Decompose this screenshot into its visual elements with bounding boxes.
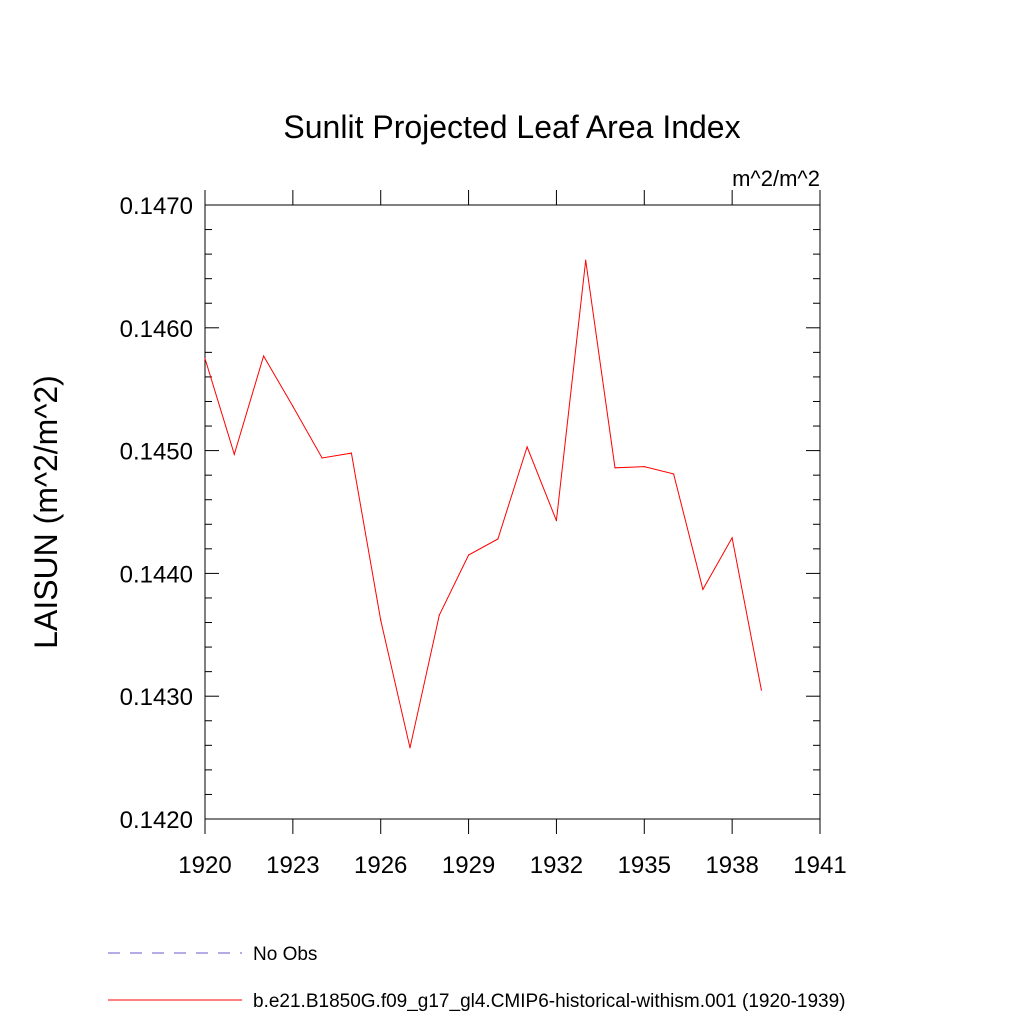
- legend: No Obs b.e21.B1850G.f09_g17_gl4.CMIP6-his…: [108, 944, 846, 1012]
- y-tick-label: 0.1440: [120, 561, 193, 588]
- data-point: [321, 457, 323, 459]
- data-point: [204, 357, 206, 360]
- legend-label-model: b.e21.B1850G.f09_g17_gl4.CMIP6-historica…: [253, 991, 846, 1012]
- data-point: [731, 537, 733, 539]
- y-tick-label: 0.1470: [120, 193, 193, 220]
- plot-frame: [204, 204, 821, 820]
- data-point: [760, 689, 763, 691]
- data-point: [233, 453, 235, 455]
- data-point: [292, 405, 294, 407]
- y-tick-label: 0.1460: [120, 316, 193, 343]
- x-tick-label: 1938: [705, 852, 758, 879]
- x-tick-label: 1932: [530, 852, 583, 879]
- legend-label-no-obs: No Obs: [253, 944, 317, 965]
- data-point: [497, 538, 499, 540]
- data-point: [409, 747, 411, 749]
- data-point: [643, 465, 645, 468]
- x-tick-label: 1941: [793, 852, 846, 879]
- chart-title: Sunlit Projected Leaf Area Index: [283, 109, 740, 145]
- y-tick-label: 0.1450: [120, 439, 193, 466]
- x-tick-label: 1926: [354, 852, 407, 879]
- data-point: [438, 614, 440, 616]
- data-point: [262, 355, 265, 357]
- x-tick-label: 1935: [618, 852, 671, 879]
- series-line: [204, 260, 762, 748]
- units-label: m^2/m^2: [732, 166, 820, 191]
- y-axis-label: LAISUN (m^2/m^2): [28, 375, 64, 649]
- x-tick-label: 1929: [442, 852, 495, 879]
- data-point: [380, 619, 382, 621]
- data-point: [585, 259, 587, 261]
- data-point: [526, 446, 528, 448]
- data-point: [702, 588, 704, 590]
- x-tick-label: 1920: [178, 852, 231, 879]
- data-point: [350, 452, 353, 454]
- plot-area: 0.1420 0.1430 0.1440 0.1450 0.1460 0.1470 1920…: [120, 190, 847, 879]
- x-tick-label: 1923: [266, 852, 319, 879]
- y-tick-label: 0.1420: [120, 807, 193, 834]
- data-point: [467, 554, 470, 556]
- data-point: [555, 519, 558, 522]
- data-point: [614, 467, 616, 469]
- data-point: [672, 473, 675, 475]
- y-tick-label: 0.1430: [120, 684, 193, 711]
